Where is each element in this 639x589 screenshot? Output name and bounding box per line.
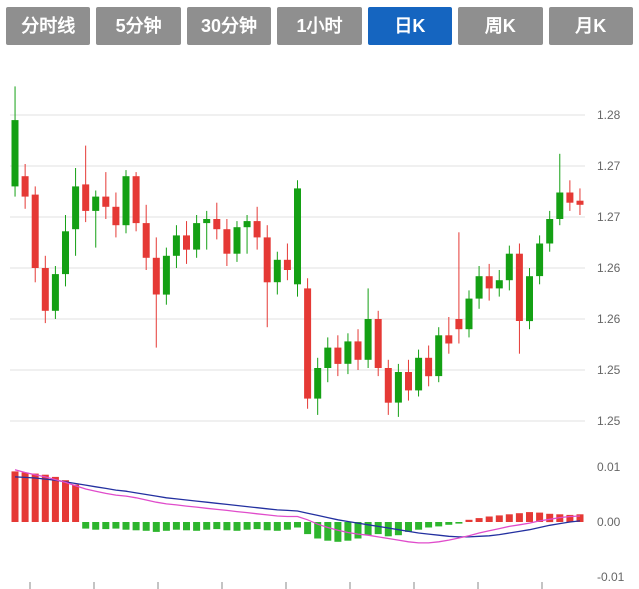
macd-axis-label: -0.01: [597, 570, 625, 584]
tab-1hour[interactable]: 1小时: [277, 7, 362, 45]
macd-axis-label: 0.00: [597, 515, 621, 529]
price-axis-label: 1.27: [597, 210, 621, 224]
tab-monthly-k[interactable]: 月K: [548, 7, 633, 45]
tab-30min[interactable]: 30分钟: [186, 7, 272, 45]
tab-5min[interactable]: 5分钟: [96, 7, 181, 45]
tab-daily-k[interactable]: 日K: [367, 7, 453, 45]
dea-line: [14, 476, 581, 538]
macd-histogram: [11, 471, 584, 542]
tab-time-line[interactable]: 分时线: [6, 7, 91, 45]
period-tab-bar: 分时线 5分钟 30分钟 1小时 日K 周K 月K: [6, 7, 633, 45]
price-axis-label: 1.28: [597, 108, 621, 122]
price-axis-label: 1.26: [597, 261, 621, 275]
price-axis-label: 1.25: [597, 363, 621, 377]
dif-line: [14, 469, 581, 544]
macd-axis-label: 0.01: [597, 460, 621, 474]
tab-weekly-k[interactable]: 周K: [458, 7, 543, 45]
price-axis-label: 1.27: [597, 159, 621, 173]
price-axis-label: 1.25: [597, 414, 621, 428]
candlestick-pane: [11, 86, 584, 417]
x-axis-ticks: [29, 582, 543, 589]
price-axis-label: 1.26: [597, 312, 621, 326]
